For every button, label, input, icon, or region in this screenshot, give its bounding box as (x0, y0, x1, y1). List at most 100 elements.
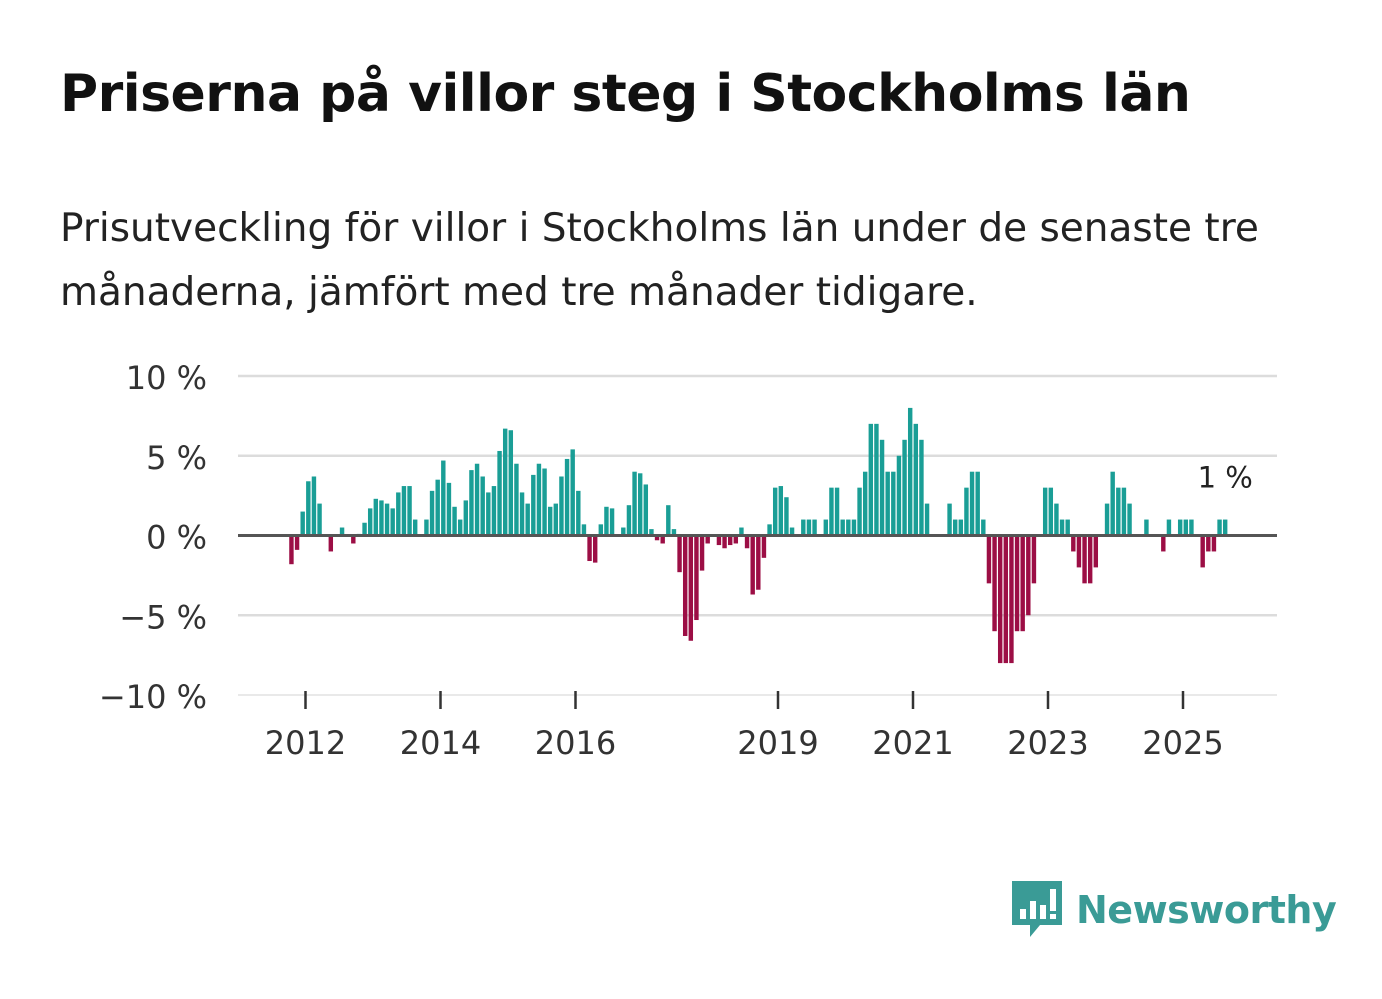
bar (626, 505, 632, 536)
bar (958, 519, 964, 536)
bar (598, 524, 604, 536)
bar (300, 511, 305, 536)
bar (553, 503, 559, 536)
bar (390, 508, 395, 536)
x-tick-label: 2016 (535, 724, 616, 762)
bar (306, 481, 311, 536)
bar (463, 500, 469, 536)
bar (311, 476, 317, 536)
bar (1189, 519, 1194, 536)
y-tick-label: −10 % (99, 678, 207, 716)
bar (457, 519, 463, 536)
bar (868, 423, 874, 536)
bar (1217, 519, 1222, 536)
bar (986, 535, 992, 584)
bar (812, 519, 817, 536)
bar (772, 487, 778, 536)
bar (902, 439, 907, 536)
bar (1014, 535, 1020, 632)
bar (429, 490, 435, 536)
bar (587, 535, 592, 562)
bar (761, 535, 767, 558)
bar (1003, 535, 1009, 664)
bar (666, 505, 671, 536)
bar (1161, 535, 1166, 552)
bar (654, 535, 660, 541)
bar (536, 463, 542, 536)
bar (412, 519, 418, 536)
bar (609, 508, 615, 536)
bar (716, 535, 722, 546)
bar (1059, 519, 1065, 536)
bar (829, 487, 834, 536)
bar (705, 535, 710, 544)
bar (317, 503, 322, 536)
bar (969, 471, 975, 536)
bar (637, 473, 643, 536)
bar (924, 503, 930, 536)
bar (975, 471, 980, 536)
bar (446, 482, 452, 536)
bar (373, 498, 379, 536)
bar (1177, 519, 1183, 536)
bar (441, 460, 446, 536)
bar (514, 463, 519, 536)
bar (862, 471, 868, 536)
bar (401, 486, 407, 536)
bar (744, 535, 750, 549)
bar (480, 476, 485, 536)
bar (1071, 535, 1076, 552)
bar (1206, 535, 1211, 552)
bar (778, 486, 784, 536)
bar (834, 487, 840, 536)
bar (339, 527, 345, 536)
bar (576, 490, 581, 536)
bar (531, 474, 536, 536)
bar (351, 535, 356, 544)
y-tick-label: 5 % (146, 439, 207, 477)
bar (823, 519, 829, 536)
bar (564, 458, 570, 536)
bar (1082, 535, 1087, 584)
bar (435, 479, 440, 536)
bar (547, 506, 553, 536)
bar (570, 449, 575, 536)
bar (1048, 487, 1054, 536)
bar (407, 486, 412, 536)
x-tick-label: 2021 (872, 724, 953, 762)
bar (688, 535, 694, 641)
bar (525, 503, 530, 536)
bar (992, 535, 997, 632)
x-tick-label: 2012 (265, 724, 346, 762)
bar (491, 486, 497, 536)
bar (289, 535, 294, 565)
x-tick-label: 2023 (1007, 724, 1088, 762)
bars (289, 407, 1228, 664)
bar (913, 423, 919, 536)
bar (1087, 535, 1093, 584)
bar (502, 428, 508, 536)
bar (643, 484, 649, 536)
bar (733, 535, 739, 544)
bar (1020, 535, 1025, 632)
bar (851, 519, 857, 536)
bar (801, 519, 806, 536)
bar (840, 519, 845, 536)
bar (806, 519, 812, 536)
bar (604, 506, 609, 536)
bar (592, 535, 598, 563)
bar (671, 529, 677, 536)
bar (1127, 503, 1132, 536)
bar (997, 535, 1003, 664)
bar (660, 535, 665, 544)
bar (362, 522, 367, 536)
bar (789, 527, 795, 536)
bar (784, 497, 789, 536)
bar (1166, 519, 1172, 536)
bar (907, 407, 913, 536)
bar (694, 535, 699, 621)
bar (1222, 519, 1228, 536)
bar (1183, 519, 1189, 536)
brand-name: Newsworthy (1076, 888, 1337, 932)
